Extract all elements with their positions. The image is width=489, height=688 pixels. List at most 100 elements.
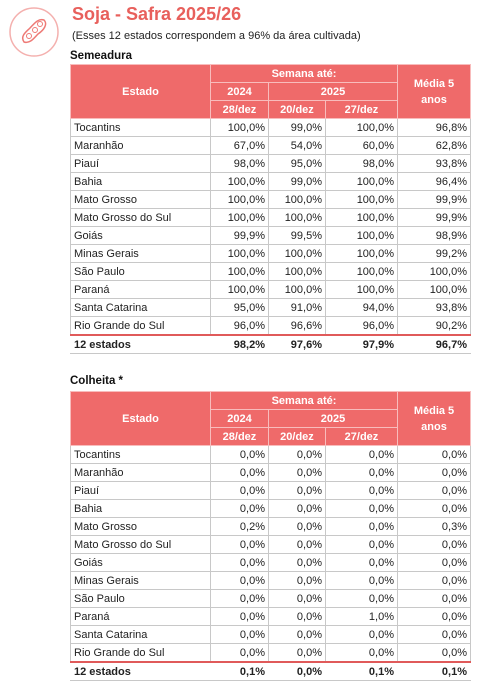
value-cell: 100,0% bbox=[325, 172, 398, 191]
value-cell: 62,8% bbox=[397, 136, 471, 155]
table-row: Rio Grande do Sul 96,0% 96,6% 96,0% 90,2% bbox=[70, 316, 471, 336]
value-cell: 94,0% bbox=[325, 298, 398, 317]
state-cell: Maranhão bbox=[70, 136, 211, 155]
state-cell: Goiás bbox=[70, 553, 211, 572]
value-cell: 0,0% bbox=[210, 589, 269, 608]
table-row: São Paulo 0,0% 0,0% 0,0% 0,0% bbox=[70, 589, 471, 608]
value-cell: 0,0% bbox=[268, 499, 326, 518]
header-cell: 20/dez bbox=[268, 100, 326, 119]
table-row: Tocantins 0,0% 0,0% 0,0% 0,0% bbox=[70, 445, 471, 464]
total-label: 12 estados bbox=[70, 334, 211, 354]
value-cell: 0,0% bbox=[268, 607, 326, 626]
value-cell: 100,0% bbox=[268, 262, 326, 281]
value-cell: 0,0% bbox=[210, 553, 269, 572]
state-cell: Piauí bbox=[70, 154, 211, 173]
table-row: Santa Catarina 95,0% 91,0% 94,0% 93,8% bbox=[70, 298, 471, 317]
section-title: Colheita * bbox=[70, 375, 124, 387]
value-cell: 99,5% bbox=[268, 226, 326, 245]
state-cell: Santa Catarina bbox=[70, 625, 211, 644]
data-table: Estado Semana até: Média 5 anos 2024 2025 28/… bbox=[70, 64, 471, 354]
header-cell: 27/dez bbox=[325, 100, 398, 119]
total-value: 97,6% bbox=[268, 334, 326, 354]
table-row: Minas Gerais 0,0% 0,0% 0,0% 0,0% bbox=[70, 571, 471, 590]
value-cell: 100,0% bbox=[325, 208, 398, 227]
state-cell: Paraná bbox=[70, 607, 211, 626]
table-row: Goiás 0,0% 0,0% 0,0% 0,0% bbox=[70, 553, 471, 572]
state-cell: Tocantins bbox=[70, 445, 211, 464]
total-label: 12 estados bbox=[70, 661, 211, 681]
value-cell: 93,8% bbox=[397, 154, 471, 173]
header-cell: Semana até: bbox=[210, 391, 398, 410]
table-row: Minas Gerais 100,0% 100,0% 100,0% 99,2% bbox=[70, 244, 471, 263]
value-cell: 0,0% bbox=[325, 643, 398, 663]
header-cell: 2024 bbox=[210, 409, 269, 428]
value-cell: 0,0% bbox=[268, 535, 326, 554]
table-row: São Paulo 100,0% 100,0% 100,0% 100,0% bbox=[70, 262, 471, 281]
value-cell: 96,0% bbox=[210, 316, 269, 336]
value-cell: 0,0% bbox=[268, 571, 326, 590]
state-cell: Santa Catarina bbox=[70, 298, 211, 317]
value-cell: 0,0% bbox=[210, 625, 269, 644]
total-value: 98,2% bbox=[210, 334, 269, 354]
table-row: Mato Grosso 0,2% 0,0% 0,0% 0,3% bbox=[70, 517, 471, 536]
header-cell: Estado bbox=[70, 64, 211, 119]
value-cell: 0,0% bbox=[397, 481, 471, 500]
state-cell: Rio Grande do Sul bbox=[70, 643, 211, 663]
value-cell: 0,0% bbox=[397, 553, 471, 572]
value-cell: 99,0% bbox=[268, 118, 326, 137]
header-cell: 27/dez bbox=[325, 427, 398, 446]
value-cell: 0,0% bbox=[268, 481, 326, 500]
value-cell: 0,0% bbox=[325, 625, 398, 644]
state-cell: Rio Grande do Sul bbox=[70, 316, 211, 336]
value-cell: 0,0% bbox=[210, 499, 269, 518]
value-cell: 100,0% bbox=[268, 280, 326, 299]
value-cell: 99,9% bbox=[210, 226, 269, 245]
table-row: Piauí 98,0% 95,0% 98,0% 93,8% bbox=[70, 154, 471, 173]
value-cell: 96,4% bbox=[397, 172, 471, 191]
total-value: 0,1% bbox=[325, 661, 398, 681]
value-cell: 0,0% bbox=[397, 463, 471, 482]
value-cell: 90,2% bbox=[397, 316, 471, 336]
value-cell: 0,0% bbox=[210, 643, 269, 663]
value-cell: 100,0% bbox=[397, 262, 471, 281]
header-cell: 28/dez bbox=[210, 427, 269, 446]
table-row: Mato Grosso do Sul 0,0% 0,0% 0,0% 0,0% bbox=[70, 535, 471, 554]
value-cell: 0,0% bbox=[325, 463, 398, 482]
value-cell: 0,0% bbox=[325, 499, 398, 518]
header-row: Estado Semana até: Média 5 anos bbox=[70, 391, 471, 446]
value-cell: 100,0% bbox=[210, 172, 269, 191]
value-cell: 100,0% bbox=[210, 190, 269, 209]
section-title: Semeadura bbox=[70, 50, 133, 62]
state-cell: Mato Grosso do Sul bbox=[70, 208, 211, 227]
value-cell: 0,0% bbox=[268, 625, 326, 644]
table-row: Piauí 0,0% 0,0% 0,0% 0,0% bbox=[70, 481, 471, 500]
value-cell: 60,0% bbox=[325, 136, 398, 155]
header-cell: Média 5 anos bbox=[397, 391, 471, 446]
value-cell: 0,0% bbox=[268, 463, 326, 482]
value-cell: 0,3% bbox=[397, 517, 471, 536]
state-cell: Maranhão bbox=[70, 463, 211, 482]
state-cell: Piauí bbox=[70, 481, 211, 500]
header-row: 28/dez 20/dez 27/dez bbox=[71, 427, 471, 446]
value-cell: 100,0% bbox=[325, 118, 398, 137]
value-cell: 100,0% bbox=[325, 244, 398, 263]
header-cell: 2024 bbox=[210, 82, 269, 101]
value-cell: 0,0% bbox=[397, 571, 471, 590]
table-row: Bahia 0,0% 0,0% 0,0% 0,0% bbox=[70, 499, 471, 518]
header-cell: 2025 bbox=[268, 82, 398, 101]
value-cell: 0,0% bbox=[210, 481, 269, 500]
value-cell: 95,0% bbox=[268, 154, 326, 173]
total-row: 12 estados 0,1% 0,0% 0,1% 0,1% bbox=[70, 661, 471, 681]
value-cell: 98,0% bbox=[325, 154, 398, 173]
value-cell: 99,9% bbox=[397, 190, 471, 209]
value-cell: 91,0% bbox=[268, 298, 326, 317]
value-cell: 96,8% bbox=[397, 118, 471, 137]
value-cell: 96,6% bbox=[268, 316, 326, 336]
state-cell: Minas Gerais bbox=[70, 244, 211, 263]
value-cell: 100,0% bbox=[325, 190, 398, 209]
value-cell: 100,0% bbox=[210, 262, 269, 281]
value-cell: 0,0% bbox=[268, 517, 326, 536]
value-cell: 0,0% bbox=[325, 589, 398, 608]
header-row: 2024 2025 bbox=[71, 409, 471, 428]
